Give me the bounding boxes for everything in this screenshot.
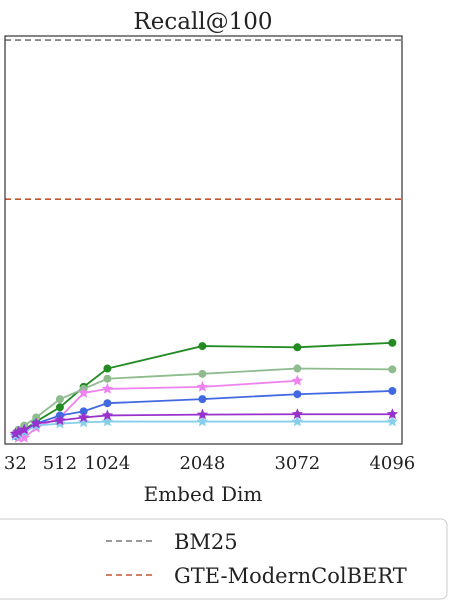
series-4-point	[101, 415, 114, 427]
x-tick-label: 4096	[369, 453, 415, 474]
plot-area	[5, 39, 402, 443]
series-1-point	[103, 374, 112, 383]
series-5-point	[386, 408, 399, 420]
series-3-point	[293, 390, 302, 399]
series-5-point	[9, 427, 22, 439]
series-4-point	[77, 416, 90, 428]
series-3-point	[198, 395, 207, 404]
legend-label-bm25: BM25	[174, 530, 238, 554]
series-2-point	[77, 387, 90, 398]
series-5-point	[196, 408, 209, 420]
series-4-point	[291, 415, 304, 427]
x-tick-label: 512	[43, 453, 77, 474]
series-4-point	[196, 415, 209, 427]
series-2-point	[101, 382, 114, 394]
series-5-point	[77, 411, 90, 423]
series-5-point	[54, 414, 66, 426]
series-3-point	[103, 399, 112, 408]
series-1-point	[32, 413, 41, 422]
x-tick-label: 1024	[84, 453, 130, 474]
series-0-point	[103, 364, 112, 373]
series-1-point	[388, 365, 397, 374]
series-1-point	[293, 364, 302, 373]
series-5-point	[291, 408, 304, 420]
x-axis-label: Embed Dim	[144, 482, 263, 506]
legend: BM25 GTE-ModernColBERT	[0, 518, 448, 600]
x-tick-label: 32	[4, 453, 27, 474]
x-axis-ticks: 32 512 1024 2048 3072 4096	[4, 453, 415, 474]
series-1-point	[198, 369, 207, 378]
chart-title: Recall@100	[133, 9, 272, 35]
series-5-point	[30, 417, 42, 429]
series-4-point	[386, 415, 399, 427]
series-2-point	[18, 431, 30, 443]
series-0-point	[55, 403, 64, 412]
series-0-point	[388, 338, 397, 347]
x-tick-label: 2048	[179, 453, 225, 474]
series-5-point	[101, 409, 114, 421]
series-3-point	[79, 407, 88, 416]
series-5-point	[18, 423, 30, 435]
series-1-point	[55, 395, 64, 404]
series-0-point	[293, 343, 302, 352]
series-2-point	[291, 374, 304, 386]
series-0-point	[198, 342, 207, 351]
series-2-point	[196, 380, 209, 392]
plot-frame	[4, 35, 403, 445]
legend-box	[0, 518, 448, 600]
x-tick-label: 3072	[274, 453, 320, 474]
series-3-point	[388, 386, 397, 395]
legend-label-gte-moderncolbert: GTE-ModernColBERT	[174, 564, 407, 588]
